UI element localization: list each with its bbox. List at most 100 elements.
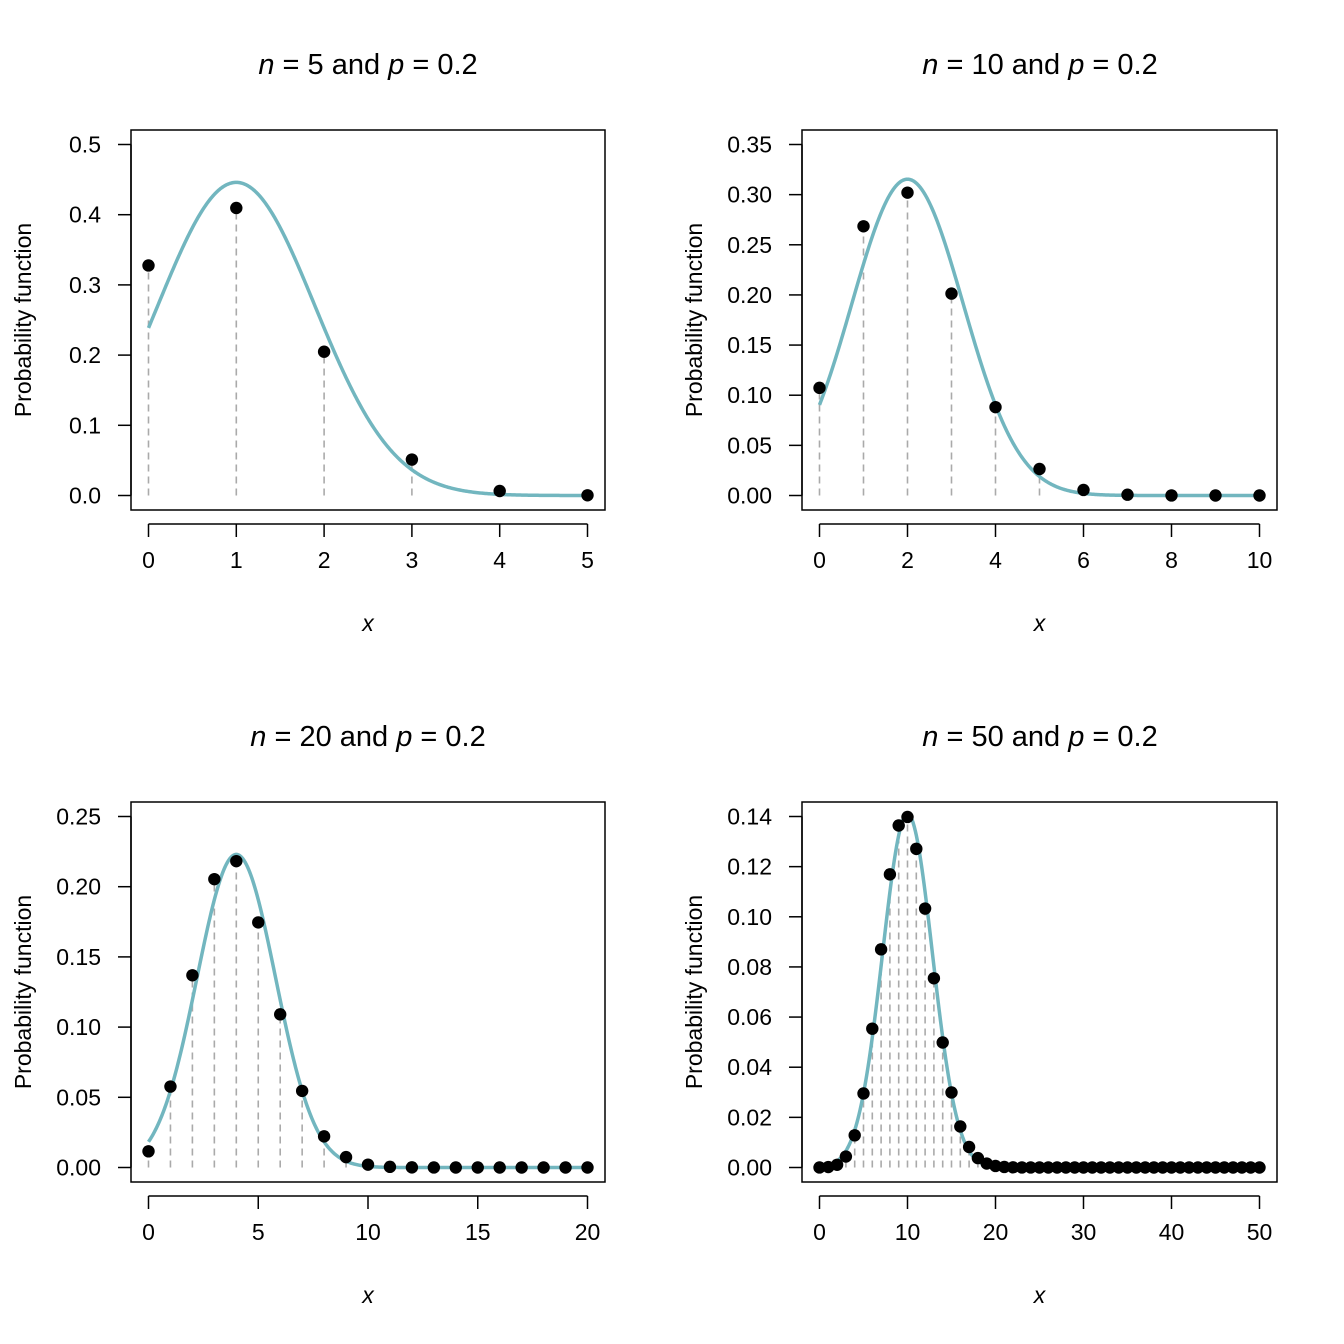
x-tick-label: 10	[1247, 547, 1273, 573]
title-n-symbol: n	[250, 721, 266, 753]
data-point	[1244, 1161, 1257, 1174]
data-point	[857, 220, 870, 233]
chart-title: n = 5 and p = 0.2	[258, 49, 477, 81]
plot-frame	[801, 801, 1278, 1183]
data-point	[1165, 489, 1178, 502]
title-p-value: = 0.2	[1092, 49, 1157, 81]
title-p-symbol: p	[395, 721, 412, 753]
y-axis: 0.0 0.1 0.2 0.3 0.4 0.5 Probability function	[10, 132, 132, 509]
y-tick-label: 0.30	[727, 182, 772, 208]
x-axis-label: x	[1033, 610, 1047, 636]
y-tick-label: 0.25	[727, 232, 772, 258]
y-axis: 0.00 0.02 0.04 0.06 0.08 0.10 0.12 0.14 Probabil…	[681, 804, 803, 1181]
chart-panel-n5: n = 5 and p = 0.20 1 2 3 4 5x0.00.10.20.30.40…	[10, 49, 606, 636]
data-point	[1094, 1161, 1108, 1174]
x-tick-label: 0	[142, 1219, 155, 1245]
data-point	[361, 1158, 375, 1171]
x-axis: 0 1 2 3 4 5 x	[142, 523, 594, 636]
stem-lines	[147, 861, 435, 1168]
y-tick-label: 0.20	[727, 282, 772, 308]
data-point	[1033, 462, 1046, 476]
stem-lines	[147, 207, 589, 496]
chart-panel-n10: n = 10 and p = 0.20 2 4 6 8 10x0.000.050.100.…	[681, 49, 1278, 636]
data-point	[866, 1022, 879, 1035]
data-point	[1068, 1161, 1081, 1174]
data-point	[1042, 1161, 1055, 1174]
data-point	[1103, 1161, 1117, 1174]
data-point	[515, 1161, 528, 1174]
data-point	[427, 1161, 441, 1174]
y-tick-label: 0.15	[727, 332, 772, 358]
data-point	[317, 1130, 331, 1143]
title-n-value: = 5	[283, 49, 324, 81]
data-point	[945, 1086, 958, 1099]
data-point	[1165, 1161, 1178, 1174]
stem-lines	[818, 816, 1032, 1168]
y-axis-label: Probability function	[10, 895, 36, 1089]
data-point	[1253, 489, 1266, 502]
data-point	[1218, 1161, 1231, 1174]
data-point	[1121, 488, 1134, 501]
y-axis: 0.00 0.05 0.10 0.15 0.20 0.25 0.30 0.35 Probabil…	[681, 132, 803, 509]
title-connector: and	[340, 721, 388, 753]
chart-title: n = 50 and p = 0.2	[922, 721, 1157, 753]
data-point	[252, 916, 265, 929]
title-n-value: = 20	[274, 721, 331, 753]
x-axis-label: x	[361, 610, 375, 636]
normal-curve	[817, 177, 1261, 498]
data-point	[295, 1084, 309, 1098]
y-tick-label: 0.5	[69, 132, 101, 158]
data-point	[471, 1161, 484, 1174]
data-point	[1191, 1161, 1205, 1174]
data-point	[1147, 1161, 1161, 1174]
title-n-value: = 10	[946, 49, 1003, 81]
y-tick-label: 0.15	[56, 944, 101, 970]
data-point	[813, 381, 826, 395]
data-point	[830, 1158, 844, 1171]
data-point	[954, 1120, 967, 1133]
data-point	[1033, 1161, 1046, 1174]
data-point	[1112, 1161, 1125, 1174]
x-tick-label: 0	[813, 1219, 826, 1245]
data-point	[1130, 1161, 1143, 1174]
data-point	[1209, 1161, 1222, 1174]
data-point	[1015, 1161, 1029, 1174]
y-tick-label: 0.10	[727, 382, 772, 408]
data-point	[230, 854, 243, 868]
data-point	[874, 943, 888, 956]
data-point	[892, 819, 905, 832]
data-point	[1253, 1161, 1266, 1174]
normal-curve	[146, 180, 589, 498]
x-tick-label: 10	[895, 1219, 921, 1245]
y-tick-label: 0.4	[69, 202, 101, 228]
data-point	[918, 902, 932, 915]
data-point	[1235, 1161, 1249, 1174]
y-tick-label: 0.00	[727, 483, 772, 509]
data-point	[1156, 1161, 1169, 1174]
y-tick-label: 0.05	[56, 1084, 101, 1110]
chart-panel-n20: n = 20 and p = 0.20 5 10 15 20x0.000.050.100…	[10, 721, 606, 1308]
data-points	[813, 810, 1266, 1174]
x-tick-label: 50	[1247, 1219, 1273, 1245]
x-tick-label: 3	[406, 547, 419, 573]
data-points	[142, 201, 594, 502]
x-axis: 0 10 20 30 40 50 x	[813, 1195, 1273, 1308]
x-tick-label: 8	[1165, 547, 1178, 573]
x-axis: 0 5 10 15 20 x	[142, 1195, 600, 1308]
data-point	[559, 1161, 572, 1174]
data-point	[274, 1008, 287, 1021]
y-axis-label: Probability function	[681, 895, 707, 1089]
data-point	[1138, 1161, 1152, 1174]
y-tick-label: 0.10	[56, 1014, 101, 1040]
data-point	[857, 1087, 870, 1100]
data-point	[164, 1080, 177, 1093]
data-point	[945, 287, 958, 300]
y-tick-label: 0.08	[727, 954, 772, 980]
y-axis-label: Probability function	[10, 223, 36, 417]
data-point	[1059, 1161, 1073, 1174]
x-tick-label: 30	[1071, 1219, 1097, 1245]
x-axis-label: x	[361, 1282, 375, 1308]
x-tick-label: 20	[983, 1219, 1009, 1245]
data-point	[449, 1161, 462, 1174]
